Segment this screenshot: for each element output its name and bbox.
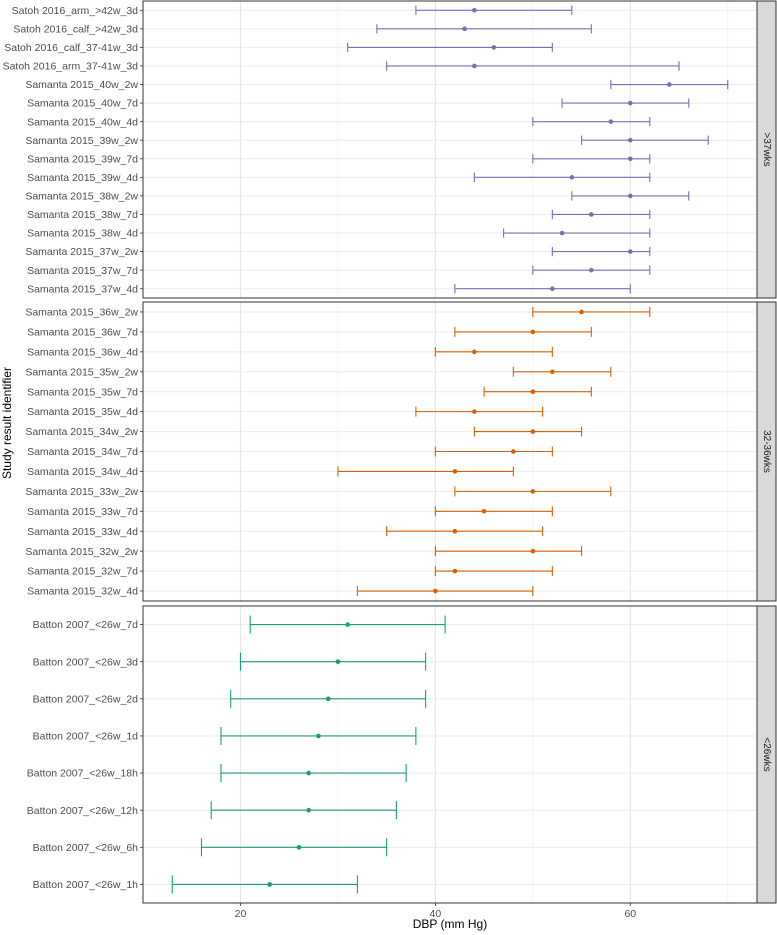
y-tick-label: Satoh 2016_calf_>42w_3d [13, 23, 138, 35]
y-tick-label: Samanta 2015_39w_2w [25, 135, 138, 147]
mean-point [628, 156, 633, 162]
mean-point [452, 568, 458, 574]
mean-point [559, 230, 565, 236]
y-tick-label: Samanta 2015_35w_4d [27, 406, 138, 418]
y-tick-label: Batton 2007_<26w_1h [33, 879, 139, 891]
y-tick-label: Samanta 2015_40w_7d [27, 98, 138, 110]
x-tick-label: 40 [430, 908, 442, 920]
y-tick-label: Samanta 2015_40w_2w [25, 79, 138, 91]
mean-point [530, 429, 536, 434]
x-axis-title: DBP (mm Hg) [413, 917, 487, 931]
y-tick-label: Batton 2007_<26w_6h [33, 842, 139, 854]
mean-point [530, 489, 536, 494]
y-tick-label: Samanta 2015_33w_4d [27, 526, 138, 538]
y-tick-label: Samanta 2015_36w_2w [25, 307, 138, 319]
panel-background [143, 606, 757, 903]
mean-point [452, 528, 458, 534]
y-tick-label: Samanta 2015_37w_4d [27, 283, 138, 295]
x-tick-label: 60 [624, 908, 636, 920]
y-tick-label: Samanta 2015_35w_2w [25, 366, 138, 378]
y-tick-label: Batton 2007_<26w_7d [33, 619, 139, 631]
y-tick-label: Batton 2007_<26w_18h [27, 768, 138, 780]
mean-point [472, 409, 477, 414]
facet-strip-label: 32-36wks [761, 430, 772, 473]
facet-strip [756, 605, 777, 904]
y-tick-label: Samanta 2015_34w_2w [25, 426, 138, 438]
y-tick-label: Satoh 2016_arm_>42w_3d [12, 5, 139, 17]
mean-point [472, 63, 477, 69]
y-tick-label: Samanta 2015_37w_7d [27, 265, 138, 277]
y-tick-label: Samanta 2015_34w_7d [27, 446, 138, 458]
mean-point [628, 137, 633, 143]
mean-point [569, 175, 575, 180]
y-tick-label: Samanta 2015_32w_2w [25, 546, 138, 558]
mean-point [335, 659, 341, 664]
mean-point [579, 309, 584, 315]
mean-point [589, 267, 594, 273]
facet-strip [756, 301, 777, 602]
mean-point [530, 548, 536, 554]
mean-point [267, 882, 272, 887]
y-tick-label: Samanta 2015_32w_7d [27, 566, 138, 578]
mean-point [628, 100, 633, 106]
x-tick-label: 20 [235, 908, 247, 920]
y-tick-label: Samanta 2015_33w_7d [27, 506, 138, 518]
mean-point [589, 212, 594, 217]
mean-point [511, 449, 516, 454]
mean-point [481, 509, 487, 514]
mean-point [628, 249, 633, 254]
mean-point [296, 845, 302, 850]
facet-strip-label: <26wks [761, 737, 772, 771]
y-tick-label: Satoh 2016_arm_37-41w_3d [3, 61, 139, 73]
mean-point [345, 622, 350, 627]
y-tick-label: Samanta 2015_36w_4d [27, 346, 138, 358]
mean-point [550, 286, 555, 292]
panel-background [143, 1, 757, 298]
mean-point [472, 7, 477, 13]
y-tick-label: Batton 2007_<26w_3d [33, 656, 139, 668]
facet-strip [756, 0, 777, 299]
facet-strip-label: >37wks [761, 132, 772, 166]
y-tick-label: Samanta 2015_33w_2w [25, 486, 138, 498]
y-tick-label: Samanta 2015_38w_4d [27, 228, 138, 240]
y-tick-label: Samanta 2015_35w_7d [27, 386, 138, 398]
mean-point [433, 588, 438, 594]
y-axis-title: Study result identifier [0, 367, 14, 479]
mean-point [530, 329, 536, 335]
mean-point [325, 696, 331, 702]
mean-point [608, 119, 614, 124]
mean-point [306, 807, 311, 813]
panel-2: Batton 2007_<26w_7d Batton 2007_<26w_3d Ba… [27, 605, 777, 904]
mean-point [666, 82, 672, 87]
y-tick-label: Samanta 2015_37w_2w [25, 246, 138, 258]
y-tick-label: Samanta 2015_39w_7d [27, 153, 138, 165]
y-tick-label: Samanta 2015_34w_4d [27, 466, 138, 478]
mean-point [462, 26, 467, 32]
mean-point [316, 733, 321, 739]
y-tick-label: Samanta 2015_38w_2w [25, 191, 138, 203]
mean-point [491, 45, 497, 50]
y-tick-label: Samanta 2015_32w_4d [27, 586, 138, 598]
panel-0: Satoh 2016_arm_>42w_3d Satoh 2016_calf_>4… [3, 0, 777, 299]
y-tick-label: Samanta 2015_39w_4d [27, 172, 138, 184]
mean-point [306, 770, 311, 776]
mean-point [530, 389, 536, 395]
y-tick-label: Batton 2007_<26w_2d [33, 693, 139, 705]
panel-1: Samanta 2015_36w_2w Samanta 2015_36w_7d Sa… [25, 301, 777, 602]
y-tick-label: Samanta 2015_36w_7d [27, 327, 138, 339]
mean-point [452, 469, 458, 474]
y-tick-label: Batton 2007_<26w_1d [33, 731, 139, 743]
y-tick-label: Samanta 2015_38w_7d [27, 209, 138, 221]
y-tick-label: Batton 2007_<26w_12h [27, 805, 138, 817]
mean-point [628, 193, 633, 199]
y-tick-label: Samanta 2015_40w_4d [27, 116, 138, 128]
mean-point [472, 349, 477, 355]
y-tick-label: Satoh 2016_calf_37-41w_3d [4, 42, 138, 54]
mean-point [550, 369, 555, 375]
